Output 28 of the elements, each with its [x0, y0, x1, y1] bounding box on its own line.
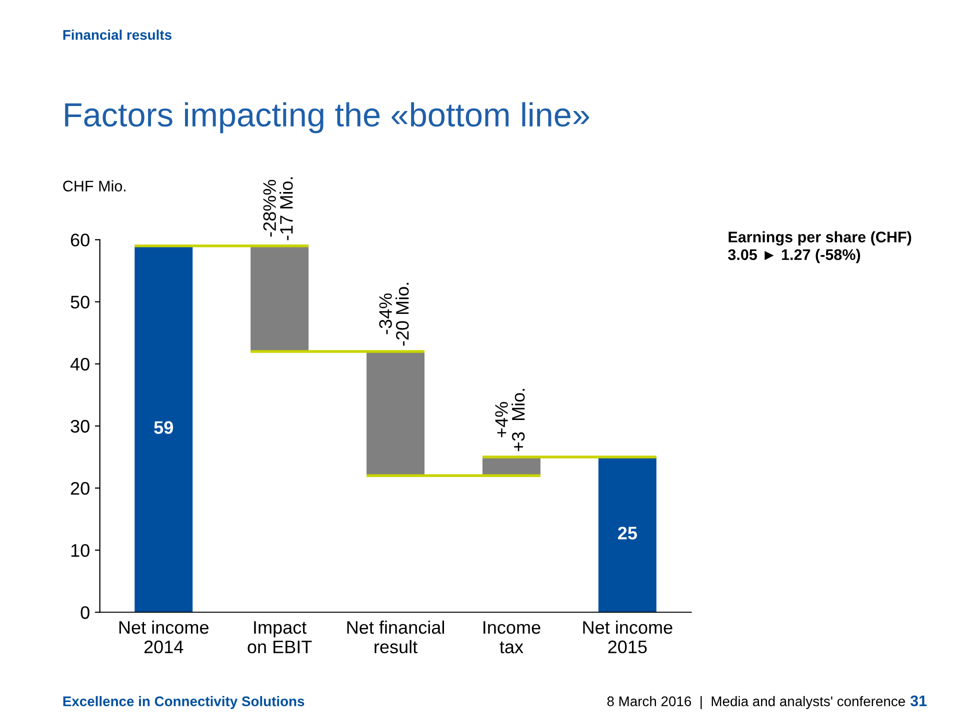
- y-tick-label: 10: [71, 544, 90, 557]
- data-label: +4% +3 Mio.: [495, 388, 525, 452]
- x-tick-label: Net financial result: [347, 620, 444, 654]
- text: Excellence in Connectivity Solutions: [63, 696, 304, 709]
- y-tick-label: 30: [70, 420, 90, 433]
- data-label: 25: [618, 526, 637, 540]
- bar: [250, 246, 309, 352]
- y-tick-label: 60: [70, 234, 90, 246]
- data-label: 59: [154, 421, 173, 434]
- y-tick-label: 20: [70, 482, 90, 495]
- y-tick-label: 50: [70, 296, 90, 309]
- text: 31: [910, 695, 927, 706]
- chart-title: Factors impacting the «bottom line»: [65, 102, 590, 134]
- bar: [598, 457, 656, 612]
- y-axis-title: CHF Mio.: [63, 180, 126, 192]
- y-tick-label: 0: [80, 606, 90, 619]
- data-label: -28%% -17 Mio.: [263, 177, 293, 240]
- text: Earnings per share (CHF) 3.05 ► 1.27 (-58%): [728, 231, 912, 264]
- bar: [366, 351, 425, 476]
- x-tick-label: Impact on EBIT: [248, 621, 312, 654]
- data-label: -34% -20 Mio.: [379, 282, 409, 346]
- x-tick-label: Net income 2014: [119, 620, 208, 654]
- text: Financial results: [63, 30, 172, 40]
- x-tick-label: Net income 2015: [583, 620, 672, 654]
- text: 8 March 2016 | Media and analysts' conference: [607, 696, 905, 710]
- x-tick-label: Income tax: [484, 621, 540, 654]
- bar: [134, 246, 193, 612]
- y-tick-label: 40: [70, 358, 90, 371]
